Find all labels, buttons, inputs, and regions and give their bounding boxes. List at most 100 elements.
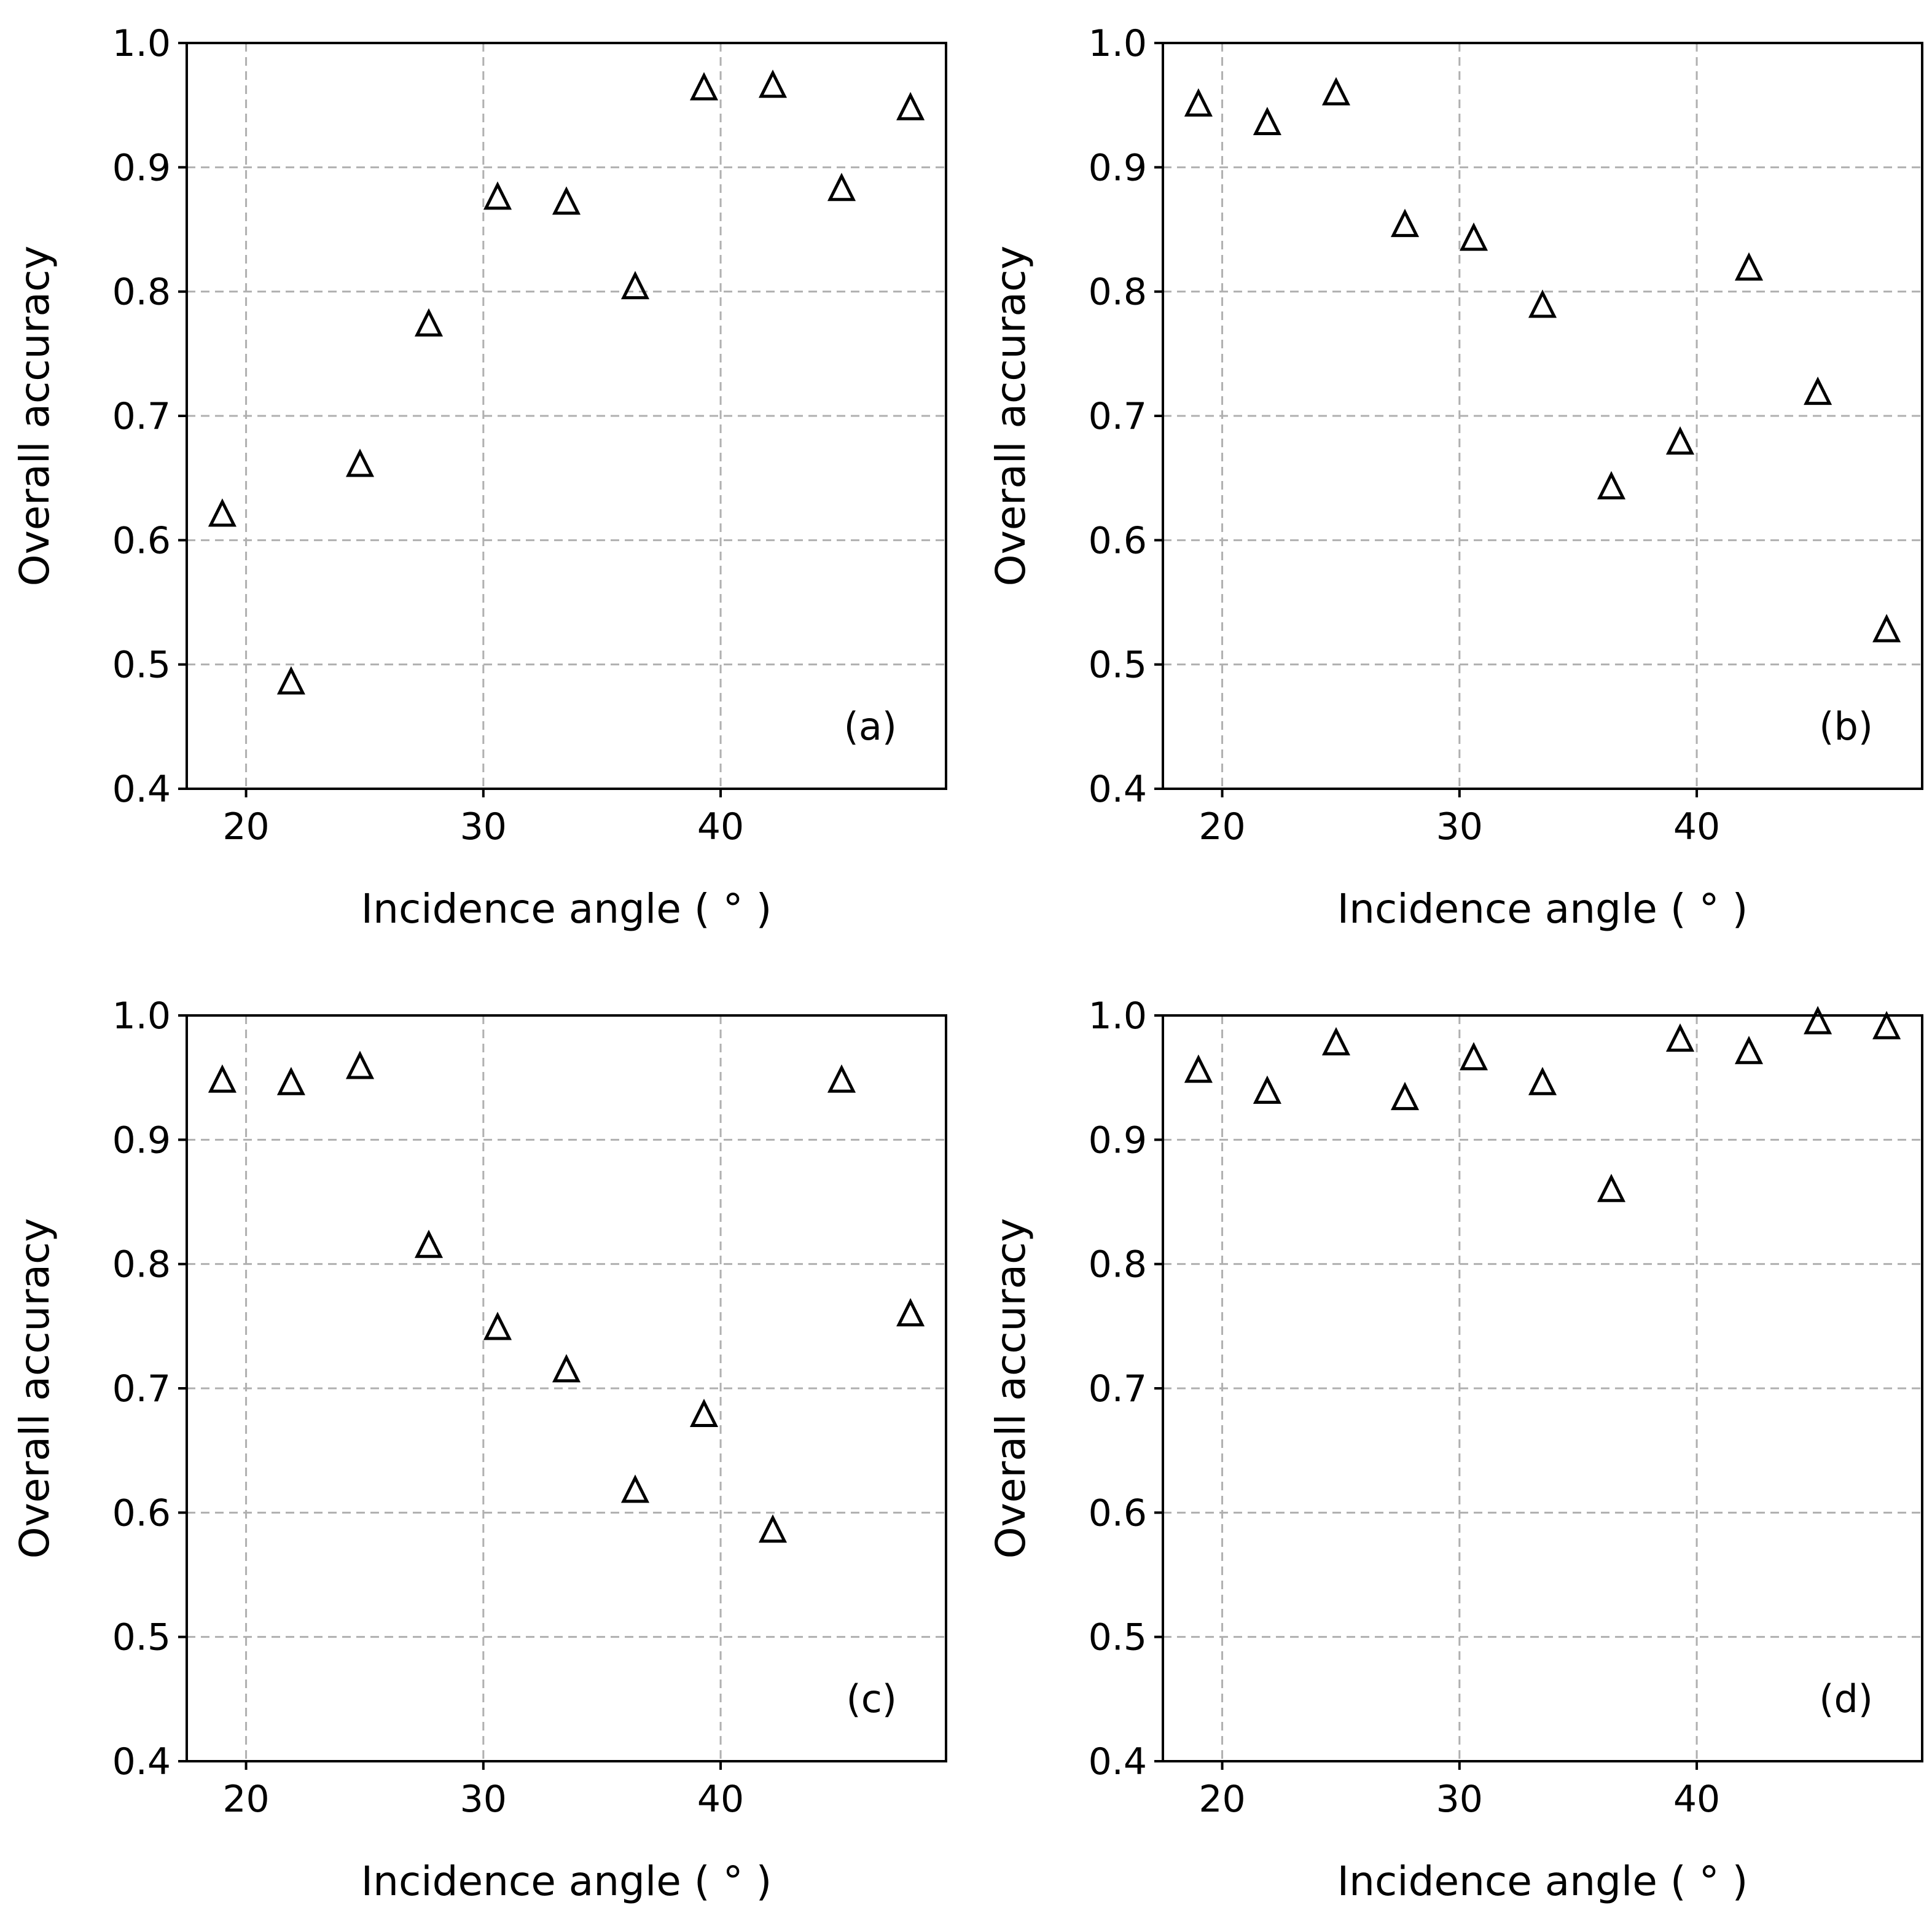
data-point [1184, 1054, 1213, 1083]
y-tick-label: 0.5 [112, 644, 171, 687]
data-point [1665, 426, 1695, 455]
data-point [1734, 1036, 1764, 1065]
y-tick-label: 0.5 [112, 1616, 171, 1659]
y-tick-label: 0.4 [112, 768, 171, 811]
y-tick-label: 1.0 [112, 22, 171, 65]
y-tick-label: 0.4 [1089, 768, 1147, 811]
x-tick-label: 20 [1199, 805, 1245, 848]
data-point [1184, 88, 1213, 117]
y-tick-label: 0.6 [1089, 1492, 1147, 1535]
data-point [1528, 1066, 1557, 1095]
data-point [1665, 1023, 1695, 1052]
data-point [552, 1354, 581, 1383]
panel-label: (c) [847, 1676, 897, 1721]
y-axis-label: Overall accuracy [987, 1218, 1034, 1559]
data-point [1597, 1173, 1626, 1202]
data-point [276, 1066, 305, 1095]
panel-a: 20 30 40 0.4 0.5 0.6 0.7 0.8 0.9 1.0 Incidence ang… [11, 22, 947, 933]
y-axis-label: Overall accuracy [987, 246, 1034, 587]
x-tick-label: 30 [1436, 1778, 1483, 1821]
y-tick-label: 0.6 [112, 1492, 171, 1535]
data-point [414, 1229, 444, 1258]
data-point [1804, 1006, 1832, 1034]
data-point [758, 69, 788, 98]
data-point [1734, 252, 1764, 281]
x-tick-label: 20 [1199, 1778, 1245, 1821]
data-point [1321, 77, 1351, 106]
panel-label: (d) [1819, 1676, 1873, 1721]
y-tick-label: 0.7 [112, 395, 171, 438]
x-tick-label: 20 [222, 805, 269, 848]
y-tick-label: 1.0 [1089, 995, 1147, 1038]
data-point [1804, 377, 1832, 405]
panel-label: (b) [1819, 704, 1873, 749]
y-tick-label: 1.0 [1089, 22, 1147, 65]
data-point [827, 173, 856, 201]
data-point [1253, 106, 1281, 135]
x-tick-label: 30 [460, 1778, 507, 1821]
x-tick-label: 40 [697, 1778, 744, 1821]
x-axis-label: Incidence angle ( ° ) [361, 1858, 772, 1905]
data-point [689, 72, 719, 101]
data-point [896, 92, 925, 120]
y-tick-label: 0.5 [1089, 1616, 1147, 1659]
panel-label: (a) [844, 704, 897, 749]
y-tick-label: 0.8 [112, 271, 171, 314]
data-point [689, 1398, 719, 1427]
y-axis-label: Overall accuracy [11, 1218, 58, 1559]
data-point [1872, 614, 1901, 643]
x-tick-label: 20 [222, 1778, 269, 1821]
y-tick-label: 0.9 [112, 1119, 171, 1162]
y-tick-label: 0.9 [1089, 146, 1147, 189]
data-point [276, 666, 305, 695]
y-tick-label: 1.0 [112, 995, 171, 1038]
data-point [208, 498, 237, 527]
y-tick-label: 0.7 [1089, 395, 1147, 438]
x-axis-label: Incidence angle ( ° ) [1337, 885, 1748, 933]
data-point [1321, 1027, 1351, 1055]
x-tick-label: 40 [1673, 805, 1720, 848]
data-point [1528, 289, 1557, 318]
y-tick-label: 0.4 [112, 1740, 171, 1783]
x-tick-label: 30 [460, 805, 507, 848]
data-point [1597, 471, 1626, 499]
data-point [414, 308, 444, 337]
y-axis-label: Overall accuracy [11, 246, 58, 587]
y-tick-label: 0.8 [1089, 1243, 1147, 1286]
data-point [1872, 1011, 1901, 1039]
x-axis-label: Incidence angle ( ° ) [361, 885, 772, 933]
data-point [620, 1474, 650, 1503]
y-tick-label: 0.6 [1089, 519, 1147, 562]
data-point [1390, 208, 1420, 237]
y-tick-label: 0.8 [112, 1243, 171, 1286]
x-tick-label: 30 [1436, 805, 1483, 848]
data-point [1253, 1075, 1281, 1104]
panel-c: 20 30 40 0.4 0.5 0.6 0.7 0.8 0.9 1.0 Incidence ang… [11, 995, 947, 1905]
data-point [483, 1312, 512, 1340]
data-point [208, 1064, 237, 1093]
data-point [758, 1514, 788, 1543]
data-point [827, 1064, 856, 1093]
data-point [345, 1050, 375, 1079]
x-tick-label: 40 [697, 805, 744, 848]
y-tick-label: 0.4 [1089, 1740, 1147, 1783]
y-tick-label: 0.9 [112, 146, 171, 189]
y-tick-label: 0.7 [112, 1367, 171, 1410]
data-point [552, 186, 581, 215]
data-point [896, 1298, 925, 1327]
data-point [620, 271, 650, 300]
x-tick-label: 40 [1673, 1778, 1720, 1821]
data-point [1390, 1082, 1420, 1111]
data-point [1459, 1042, 1488, 1071]
data-point [345, 448, 375, 477]
y-tick-label: 0.8 [1089, 271, 1147, 314]
x-axis-label: Incidence angle ( ° ) [1337, 1858, 1748, 1905]
panel-d: 20 30 40 0.4 0.5 0.6 0.7 0.8 0.9 1.0 Incidence ang… [987, 995, 1923, 1905]
y-tick-label: 0.7 [1089, 1367, 1147, 1410]
y-tick-label: 0.9 [1089, 1119, 1147, 1162]
data-point [483, 181, 512, 210]
y-tick-label: 0.5 [1089, 644, 1147, 687]
panel-b: 20 30 40 0.4 0.5 0.6 0.7 0.8 0.9 1.0 Incidence ang… [987, 22, 1923, 933]
y-tick-label: 0.6 [112, 519, 171, 562]
